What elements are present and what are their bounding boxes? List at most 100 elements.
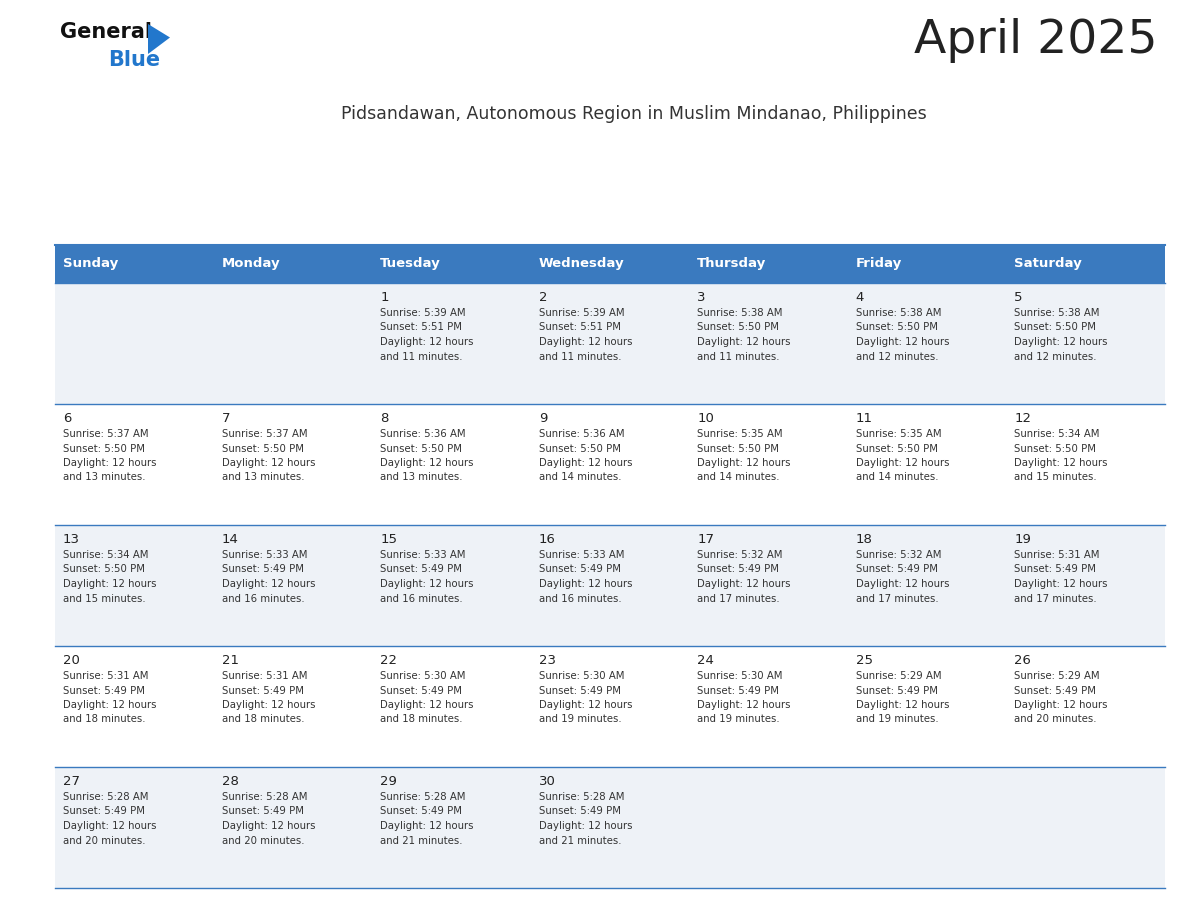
Text: Thursday: Thursday: [697, 258, 766, 271]
Text: Sunrise: 5:39 AM: Sunrise: 5:39 AM: [380, 308, 466, 318]
Text: Sunrise: 5:31 AM: Sunrise: 5:31 AM: [222, 671, 307, 681]
Text: Daylight: 12 hours: Daylight: 12 hours: [63, 700, 157, 710]
Text: Sunset: 5:49 PM: Sunset: 5:49 PM: [222, 565, 304, 575]
Bar: [531, 525, 689, 646]
Text: Sunset: 5:50 PM: Sunset: 5:50 PM: [855, 443, 937, 453]
Bar: [531, 767, 689, 888]
Text: Sunset: 5:49 PM: Sunset: 5:49 PM: [63, 686, 145, 696]
Text: 10: 10: [697, 412, 714, 425]
Text: and 13 minutes.: and 13 minutes.: [222, 473, 304, 483]
Bar: [372, 767, 531, 888]
Text: Sunset: 5:49 PM: Sunset: 5:49 PM: [1015, 565, 1097, 575]
Text: Monday: Monday: [222, 258, 280, 271]
Text: Sunset: 5:49 PM: Sunset: 5:49 PM: [1015, 686, 1097, 696]
Text: 27: 27: [63, 775, 80, 788]
Text: 24: 24: [697, 654, 714, 667]
Text: and 20 minutes.: and 20 minutes.: [222, 835, 304, 845]
Text: Sunrise: 5:38 AM: Sunrise: 5:38 AM: [697, 308, 783, 318]
Text: Sunrise: 5:37 AM: Sunrise: 5:37 AM: [63, 429, 148, 439]
Bar: [214, 283, 372, 404]
Text: Daylight: 12 hours: Daylight: 12 hours: [538, 458, 632, 468]
Text: and 17 minutes.: and 17 minutes.: [855, 594, 939, 603]
Text: Sunset: 5:49 PM: Sunset: 5:49 PM: [538, 686, 620, 696]
Text: Daylight: 12 hours: Daylight: 12 hours: [222, 458, 315, 468]
Text: Sunrise: 5:31 AM: Sunrise: 5:31 AM: [63, 671, 148, 681]
Text: 11: 11: [855, 412, 873, 425]
Text: and 16 minutes.: and 16 minutes.: [380, 594, 463, 603]
Text: Sunrise: 5:30 AM: Sunrise: 5:30 AM: [538, 671, 624, 681]
Text: Daylight: 12 hours: Daylight: 12 hours: [538, 700, 632, 710]
Text: 6: 6: [63, 412, 71, 425]
Bar: [689, 646, 848, 767]
Text: 1: 1: [380, 291, 388, 304]
Text: 22: 22: [380, 654, 397, 667]
Text: Sunset: 5:49 PM: Sunset: 5:49 PM: [380, 807, 462, 816]
Text: Sunrise: 5:30 AM: Sunrise: 5:30 AM: [380, 671, 466, 681]
Text: 28: 28: [222, 775, 239, 788]
Text: Daylight: 12 hours: Daylight: 12 hours: [380, 337, 474, 347]
Text: Sunset: 5:49 PM: Sunset: 5:49 PM: [222, 807, 304, 816]
Text: Sunset: 5:49 PM: Sunset: 5:49 PM: [697, 565, 779, 575]
Text: Sunset: 5:49 PM: Sunset: 5:49 PM: [697, 686, 779, 696]
Text: Pidsandawan, Autonomous Region in Muslim Mindanao, Philippines: Pidsandawan, Autonomous Region in Muslim…: [341, 105, 927, 123]
Bar: [689, 767, 848, 888]
Text: Blue: Blue: [108, 50, 160, 70]
Text: Sunset: 5:51 PM: Sunset: 5:51 PM: [380, 322, 462, 332]
Text: 23: 23: [538, 654, 556, 667]
Bar: [372, 404, 531, 525]
Text: Daylight: 12 hours: Daylight: 12 hours: [538, 579, 632, 589]
Text: Daylight: 12 hours: Daylight: 12 hours: [855, 337, 949, 347]
Text: Sunrise: 5:36 AM: Sunrise: 5:36 AM: [380, 429, 466, 439]
Bar: [689, 245, 848, 283]
Polygon shape: [148, 24, 170, 54]
Text: Daylight: 12 hours: Daylight: 12 hours: [222, 700, 315, 710]
Text: Sunrise: 5:28 AM: Sunrise: 5:28 AM: [222, 792, 307, 802]
Bar: [214, 646, 372, 767]
Bar: [214, 245, 372, 283]
Text: and 20 minutes.: and 20 minutes.: [63, 835, 145, 845]
Text: Daylight: 12 hours: Daylight: 12 hours: [538, 337, 632, 347]
Text: General: General: [61, 22, 152, 42]
Text: and 19 minutes.: and 19 minutes.: [538, 714, 621, 724]
Text: Daylight: 12 hours: Daylight: 12 hours: [538, 821, 632, 831]
Text: and 15 minutes.: and 15 minutes.: [63, 594, 146, 603]
Text: Sunrise: 5:28 AM: Sunrise: 5:28 AM: [380, 792, 466, 802]
Text: Daylight: 12 hours: Daylight: 12 hours: [380, 458, 474, 468]
Bar: [214, 767, 372, 888]
Text: 21: 21: [222, 654, 239, 667]
Bar: [689, 525, 848, 646]
Bar: [689, 283, 848, 404]
Text: Sunrise: 5:29 AM: Sunrise: 5:29 AM: [1015, 671, 1100, 681]
Text: Sunset: 5:49 PM: Sunset: 5:49 PM: [380, 565, 462, 575]
Text: Saturday: Saturday: [1015, 258, 1082, 271]
Text: Sunset: 5:50 PM: Sunset: 5:50 PM: [380, 443, 462, 453]
Bar: [372, 525, 531, 646]
Text: Sunrise: 5:29 AM: Sunrise: 5:29 AM: [855, 671, 941, 681]
Text: and 11 minutes.: and 11 minutes.: [380, 352, 462, 362]
Text: April 2025: April 2025: [915, 18, 1158, 63]
Bar: [372, 283, 531, 404]
Text: Sunrise: 5:39 AM: Sunrise: 5:39 AM: [538, 308, 625, 318]
Text: and 19 minutes.: and 19 minutes.: [697, 714, 779, 724]
Text: 29: 29: [380, 775, 397, 788]
Text: Wednesday: Wednesday: [538, 258, 625, 271]
Text: and 16 minutes.: and 16 minutes.: [538, 594, 621, 603]
Text: and 15 minutes.: and 15 minutes.: [1015, 473, 1097, 483]
Bar: [55, 245, 214, 283]
Bar: [848, 525, 1006, 646]
Bar: [55, 767, 214, 888]
Text: Friday: Friday: [855, 258, 902, 271]
Text: and 16 minutes.: and 16 minutes.: [222, 594, 304, 603]
Text: Daylight: 12 hours: Daylight: 12 hours: [697, 579, 791, 589]
Text: and 12 minutes.: and 12 minutes.: [1015, 352, 1097, 362]
Bar: [372, 646, 531, 767]
Text: 12: 12: [1015, 412, 1031, 425]
Text: Sunset: 5:50 PM: Sunset: 5:50 PM: [697, 443, 779, 453]
Bar: [1006, 283, 1165, 404]
Text: 15: 15: [380, 533, 397, 546]
Text: Sunset: 5:50 PM: Sunset: 5:50 PM: [1015, 443, 1097, 453]
Bar: [372, 245, 531, 283]
Text: Sunset: 5:50 PM: Sunset: 5:50 PM: [63, 443, 145, 453]
Text: 26: 26: [1015, 654, 1031, 667]
Text: Daylight: 12 hours: Daylight: 12 hours: [63, 458, 157, 468]
